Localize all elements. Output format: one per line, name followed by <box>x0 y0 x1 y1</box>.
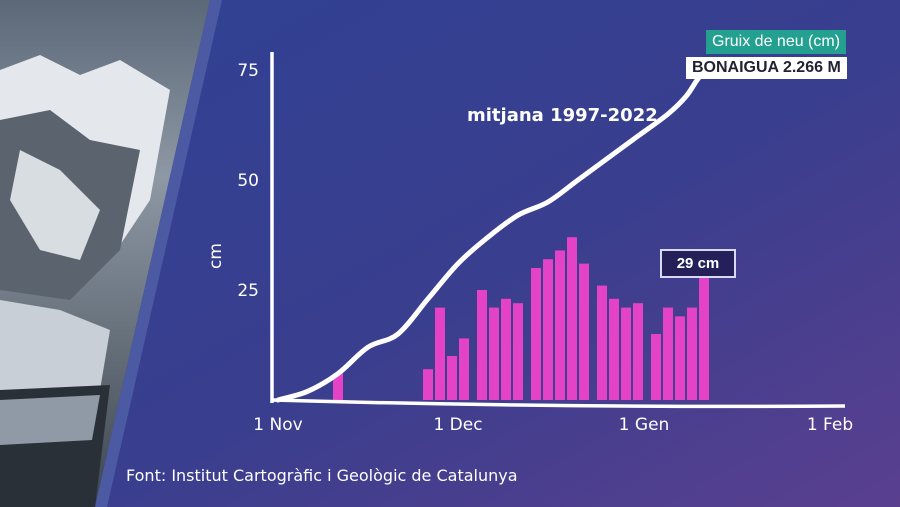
bar <box>447 356 457 400</box>
y-axis-ticks: 25 50 75 <box>237 61 259 301</box>
y-axis-label: cm <box>206 243 226 269</box>
bar <box>333 373 343 400</box>
bar <box>477 290 487 400</box>
bar <box>435 307 445 400</box>
station-tag: BONAIGUA 2.266 M <box>686 57 847 79</box>
bar <box>531 268 541 400</box>
bar <box>579 263 589 400</box>
chart-title-tag: Gruix de neu (cm) <box>706 30 847 54</box>
average-line <box>275 63 713 403</box>
bar <box>555 250 565 400</box>
bar <box>651 334 661 400</box>
x-axis-line <box>271 398 846 409</box>
bar <box>567 237 577 400</box>
bar <box>597 285 607 400</box>
bar <box>621 307 631 400</box>
current-value-badge: 29 cm <box>660 249 736 278</box>
bar <box>609 298 619 400</box>
x-tick-label: 1 Nov <box>253 415 302 435</box>
bar <box>543 259 553 400</box>
bar <box>513 303 523 400</box>
bar <box>663 307 673 400</box>
bar <box>675 316 685 400</box>
bar <box>633 303 643 400</box>
bar <box>501 298 511 400</box>
x-tick-label: 1 Feb <box>807 415 853 435</box>
bars-group <box>333 237 709 400</box>
bar <box>459 338 469 400</box>
y-tick-label: 50 <box>237 171 259 191</box>
x-tick-label: 1 Gen <box>619 415 670 435</box>
bar <box>489 307 499 400</box>
bar <box>699 272 709 400</box>
mountain-photo-panel <box>0 0 222 507</box>
average-line-label: mitjana 1997-2022 <box>467 105 658 126</box>
y-tick-label: 25 <box>237 281 259 301</box>
bar <box>423 369 433 400</box>
x-tick-label: 1 Dec <box>433 415 482 435</box>
x-axis-ticks: 1 Nov 1 Dec 1 Gen 1 Feb <box>253 415 853 435</box>
bar <box>687 307 697 400</box>
source-credit: Font: Institut Cartogràfic i Geològic de… <box>126 466 518 485</box>
y-tick-label: 75 <box>237 61 259 81</box>
